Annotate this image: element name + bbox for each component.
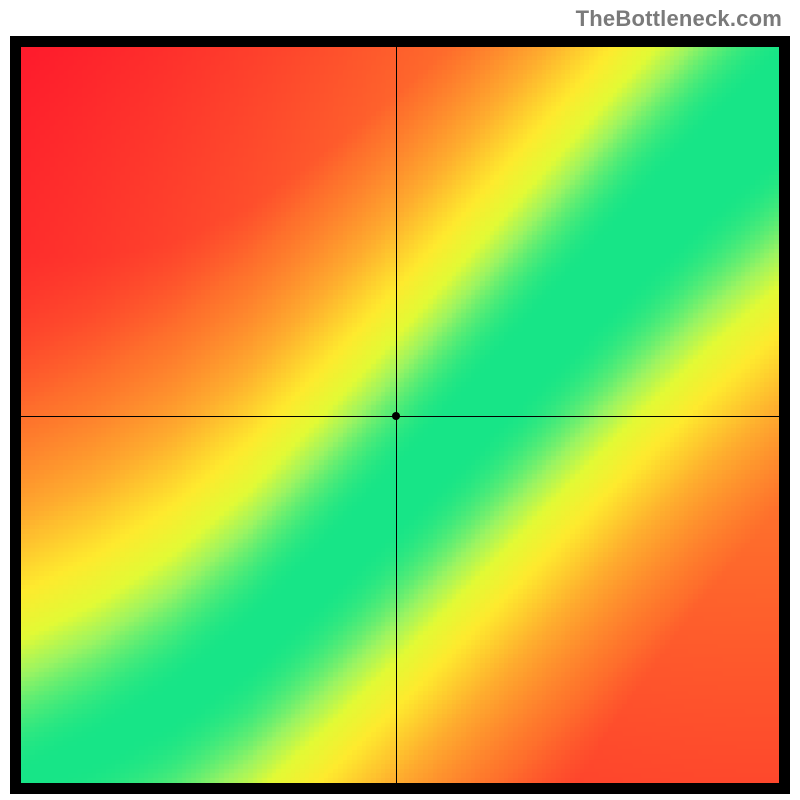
watermark-text: TheBottleneck.com bbox=[576, 6, 782, 32]
chart-container: TheBottleneck.com bbox=[0, 0, 800, 800]
marker-point bbox=[392, 412, 400, 420]
